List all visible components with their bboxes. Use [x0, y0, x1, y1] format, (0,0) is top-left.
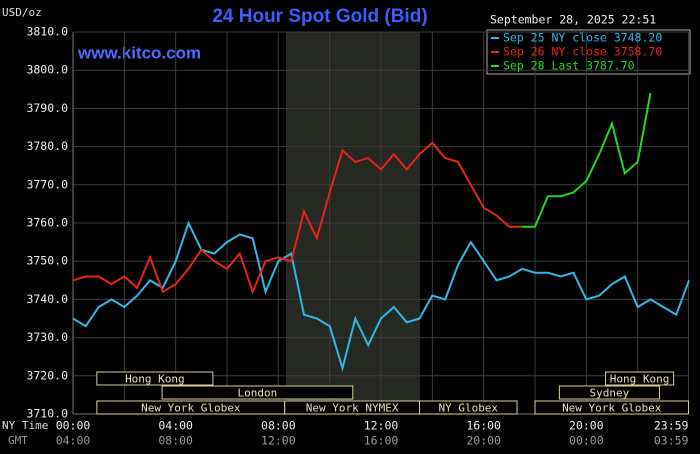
session-label: Sydney	[590, 387, 630, 400]
legend-box	[486, 29, 691, 75]
gmt-tick-label: 04:00	[56, 434, 91, 448]
x-tick-label: 23:59	[654, 419, 689, 433]
timestamp: September 28, 2025 22:51	[490, 13, 656, 27]
series-line	[522, 92, 652, 228]
y-tick-label: 3800.0	[26, 63, 68, 77]
y-tick-label: 3760.0	[26, 216, 68, 230]
legend-label: Sep 28 Last 3787.70	[503, 59, 635, 73]
legend-label: Sep 26 NY close 3758.70	[503, 45, 662, 59]
session-bar	[605, 371, 675, 386]
y-tick-label: 3770.0	[26, 177, 68, 191]
gmt-tick-label: 20:00	[466, 434, 501, 448]
series-line	[72, 141, 523, 295]
session-bar	[96, 371, 214, 386]
session-label: New York Globex	[562, 402, 662, 415]
y-tick-label: 3740.0	[26, 292, 68, 306]
chart-title: 24 Hour Spot Gold (Bid)	[212, 6, 427, 27]
y-unit-label: USD/oz	[2, 6, 42, 19]
gmt-tick-label: 03:59	[654, 434, 689, 448]
session-label: New York NYMEX	[306, 402, 399, 415]
gmt-tick-label: 16:00	[364, 434, 399, 448]
gmt-tick-label: 00:00	[569, 434, 604, 448]
y-tick-label: 3790.0	[26, 101, 68, 115]
x-axis-label: NY Time	[2, 419, 48, 432]
session-bar	[534, 400, 689, 415]
y-tick-label: 3710.0	[26, 407, 68, 421]
y-tick-label: 3730.0	[26, 330, 68, 344]
source: www.kitco.com	[77, 43, 201, 62]
session-bar	[558, 385, 660, 400]
session-label: New York Globex	[141, 402, 241, 415]
session-bar	[419, 400, 518, 415]
session-label: NY Globex	[438, 402, 498, 415]
x-tick-label: 12:00	[364, 419, 399, 433]
y-tick-label: 3780.0	[26, 139, 68, 153]
x-tick-label: 08:00	[261, 419, 296, 433]
gmt-tick-label: 12:00	[261, 434, 296, 448]
legend-label: Sep 25 NY close 3748.20	[503, 31, 662, 45]
gmt-tick-label: 08:00	[158, 434, 193, 448]
session-label: London	[238, 387, 278, 400]
x-tick-label: 04:00	[158, 419, 193, 433]
x-tick-label: 16:00	[466, 419, 501, 433]
y-tick-label: 3810.0	[26, 25, 68, 39]
session-label: Hong Kong	[610, 373, 670, 386]
x-tick-label: 00:00	[56, 419, 91, 433]
series-line	[72, 220, 690, 372]
x-axis-label: GMT	[8, 434, 28, 447]
y-tick-label: 3720.0	[26, 368, 68, 382]
y-tick-label: 3750.0	[26, 254, 68, 268]
session-label: Hong Kong	[125, 373, 185, 386]
x-tick-label: 20:00	[569, 419, 604, 433]
session-bar	[161, 385, 354, 400]
